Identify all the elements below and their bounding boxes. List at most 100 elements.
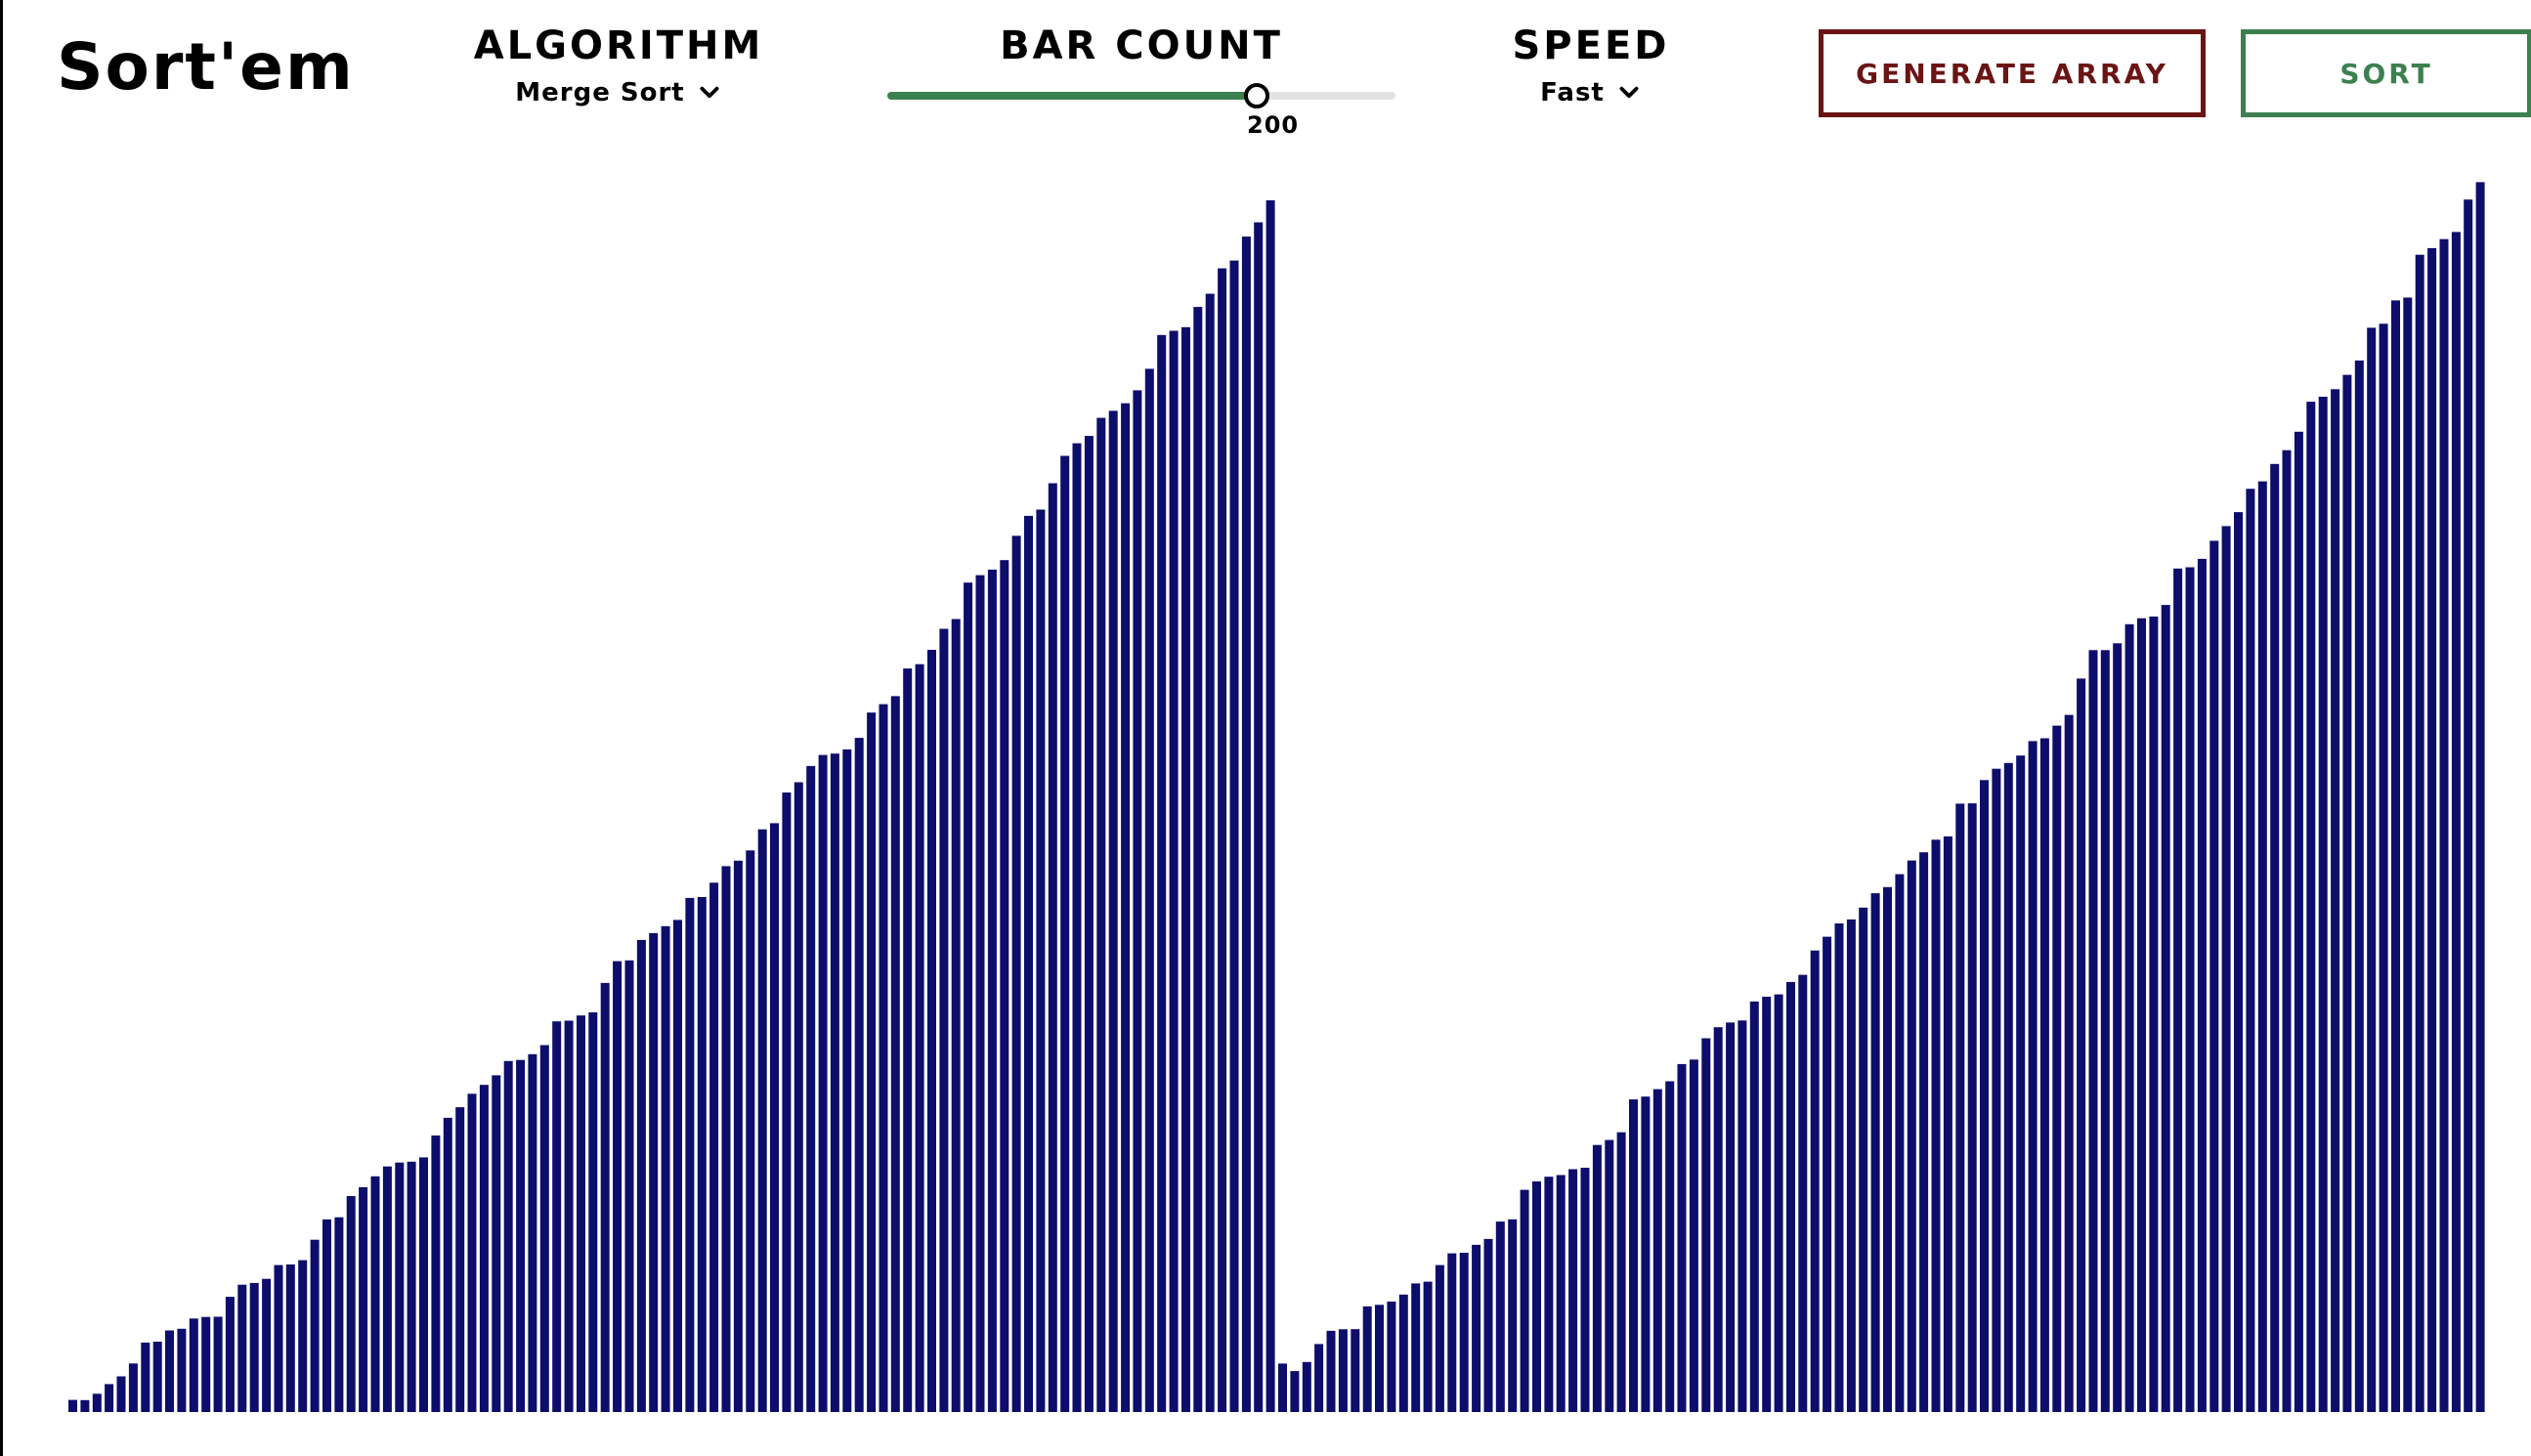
array-bar xyxy=(1459,1253,1469,1412)
array-bar xyxy=(806,765,816,1412)
array-bar xyxy=(661,925,670,1412)
array-bar xyxy=(1483,1238,1493,1412)
array-bar xyxy=(1737,1020,1747,1412)
array-bar xyxy=(2342,374,2352,1413)
array-bar xyxy=(1677,1063,1687,1412)
toolbar: Sort'em ALGORITHM Merge Sort BAR COUNT 2… xyxy=(3,0,2531,166)
array-bar xyxy=(2367,327,2377,1412)
array-bar xyxy=(1870,893,1880,1412)
array-bar xyxy=(177,1328,187,1412)
array-bar xyxy=(818,754,828,1412)
array-bar xyxy=(2149,616,2159,1412)
array-bar xyxy=(746,850,755,1412)
array-bar xyxy=(334,1217,344,1412)
array-bar xyxy=(479,1085,489,1412)
app-logo: Sort'em xyxy=(57,29,355,105)
array-bar xyxy=(528,1053,537,1412)
array-bar xyxy=(867,712,877,1412)
array-bar xyxy=(1302,1361,1311,1412)
array-bar xyxy=(2077,678,2086,1412)
array-bar xyxy=(2124,623,2134,1412)
array-bar xyxy=(1169,330,1179,1412)
array-bar xyxy=(2052,725,2062,1412)
speed-select[interactable]: Fast xyxy=(1540,78,1642,107)
array-bar xyxy=(1992,768,2001,1412)
array-bar xyxy=(201,1316,211,1412)
array-bar xyxy=(1387,1301,1396,1412)
array-bar xyxy=(503,1060,513,1412)
array-bar xyxy=(1290,1371,1300,1412)
array-bar xyxy=(1000,560,1009,1412)
array-bar xyxy=(2064,714,2074,1412)
array-bar xyxy=(939,628,949,1412)
array-bar xyxy=(1254,222,1264,1412)
speed-selected: Fast xyxy=(1540,78,1605,107)
array-bar xyxy=(1338,1329,1348,1412)
array-bar xyxy=(2464,199,2473,1413)
array-bar xyxy=(1568,1169,1578,1412)
array-bar xyxy=(1726,1022,1736,1412)
array-bar xyxy=(1967,803,1977,1412)
array-bar xyxy=(1108,410,1118,1412)
bar-count-slider[interactable]: 200 xyxy=(887,76,1395,139)
array-bar xyxy=(1362,1306,1372,1412)
sort-button[interactable]: SORT xyxy=(2241,29,2531,117)
array-bar xyxy=(1823,936,1832,1412)
array-bar xyxy=(951,619,961,1412)
array-bar xyxy=(1351,1329,1360,1412)
speed-control: SPEED Fast xyxy=(1469,23,1713,107)
chevron-down-icon xyxy=(1619,86,1639,99)
array-bar xyxy=(1846,919,1856,1412)
array-bar xyxy=(189,1318,198,1412)
array-bar xyxy=(2391,300,2400,1412)
array-bar xyxy=(1326,1330,1336,1412)
array-bar xyxy=(455,1107,465,1412)
array-bar xyxy=(2100,650,2110,1412)
array-bar xyxy=(1689,1059,1698,1412)
array-bar xyxy=(2451,232,2461,1412)
array-bar xyxy=(2016,755,2026,1412)
array-bar xyxy=(1652,1089,1662,1412)
array-bar xyxy=(636,939,646,1412)
array-bar xyxy=(613,961,622,1412)
array-bar xyxy=(588,1012,598,1412)
array-bar xyxy=(2270,463,2280,1412)
array-bar xyxy=(1592,1144,1602,1412)
array-bar xyxy=(1931,839,1941,1412)
bar-count-control: BAR COUNT 200 xyxy=(887,23,1395,139)
array-bar xyxy=(2331,389,2340,1412)
array-bar xyxy=(2028,741,2038,1412)
array-bar xyxy=(1278,1363,1287,1412)
array-bar xyxy=(1423,1281,1433,1412)
array-bar xyxy=(1508,1219,1518,1412)
algorithm-control: ALGORITHM Merge Sort xyxy=(472,23,765,107)
array-bar xyxy=(2294,431,2303,1412)
array-bar xyxy=(443,1117,452,1412)
array-bar xyxy=(1157,334,1167,1412)
array-bar xyxy=(407,1161,416,1412)
algorithm-select[interactable]: Merge Sort xyxy=(515,78,721,107)
array-bar xyxy=(1398,1294,1408,1412)
array-bar xyxy=(649,932,659,1412)
array-bar xyxy=(2003,762,2013,1412)
array-bar xyxy=(600,982,610,1412)
array-bar xyxy=(492,1075,501,1412)
array-bar xyxy=(721,866,731,1412)
slider-fill xyxy=(887,92,1257,100)
array-bar xyxy=(2403,297,2413,1412)
array-bar xyxy=(1193,307,1203,1413)
array-bar xyxy=(1205,293,1215,1413)
array-bar xyxy=(1375,1305,1384,1412)
array-bar xyxy=(68,1399,77,1412)
slider-thumb[interactable] xyxy=(1244,83,1269,108)
array-bar xyxy=(359,1186,368,1412)
array-bar xyxy=(964,582,973,1412)
array-bar xyxy=(431,1135,441,1412)
array-bar xyxy=(213,1316,223,1412)
bar-count-title: BAR COUNT xyxy=(1000,23,1283,68)
array-bar xyxy=(1084,436,1094,1413)
array-bar xyxy=(1980,780,1989,1412)
array-bar xyxy=(1435,1264,1444,1412)
array-bar xyxy=(2439,238,2449,1413)
generate-array-button[interactable]: GENERATE ARRAY xyxy=(1819,29,2206,117)
